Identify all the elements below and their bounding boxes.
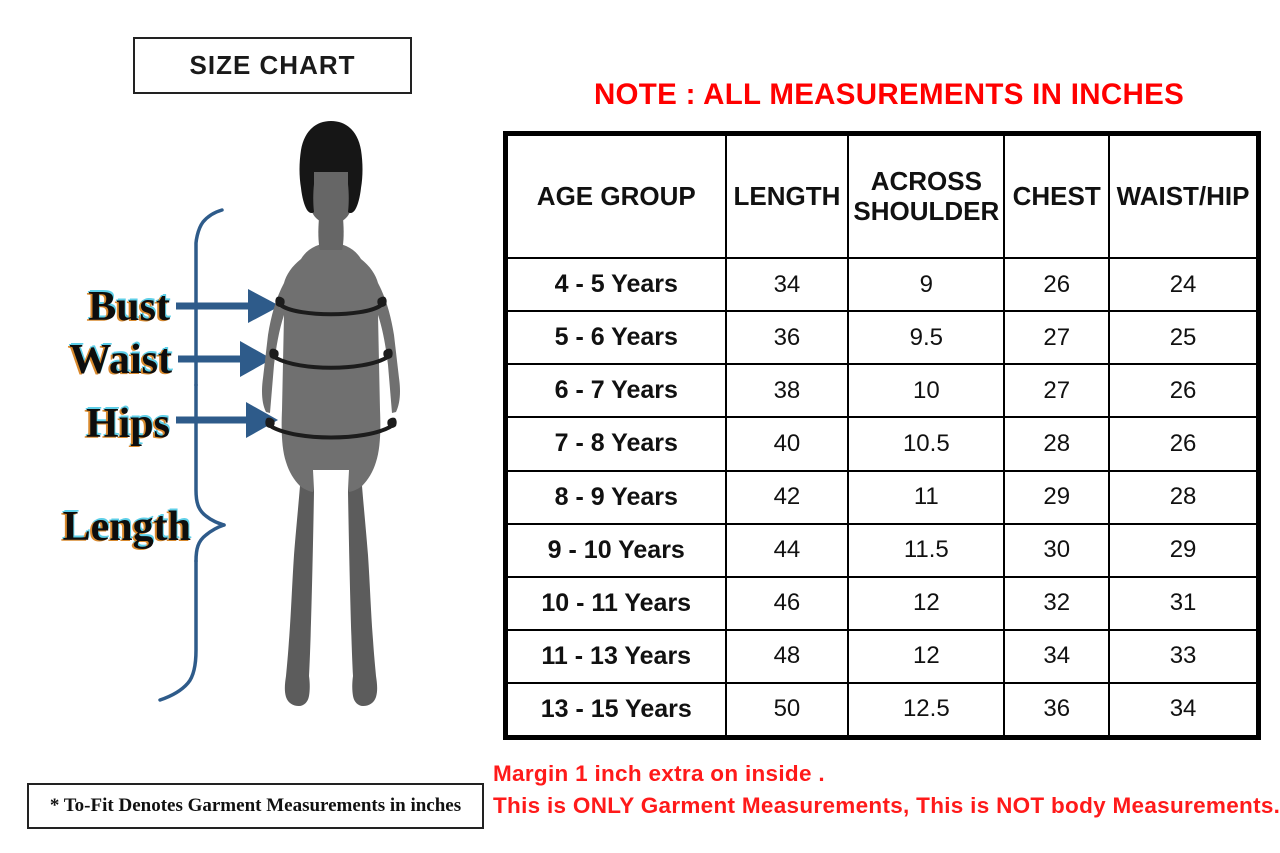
svg-text:Waist: Waist bbox=[69, 337, 172, 383]
svg-text:Length: Length bbox=[63, 504, 191, 550]
svg-text:Bust: Bust bbox=[88, 284, 170, 330]
svg-text:Hips: Hips bbox=[86, 401, 170, 447]
